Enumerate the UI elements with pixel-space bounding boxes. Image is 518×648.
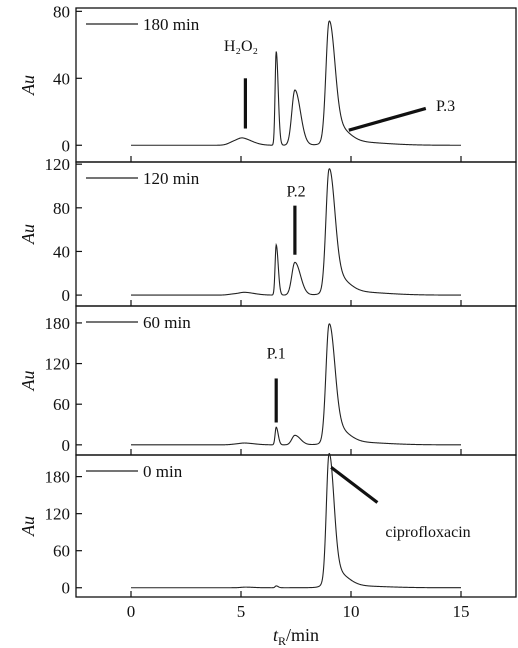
y-axis-label: Au <box>18 75 38 96</box>
panel-frame <box>75 454 517 598</box>
panel-0: 0 40 80 Au 180 min H₂O₂ P.3 <box>18 2 517 163</box>
y-tick-label: 0 <box>62 286 71 305</box>
chromatogram-trace <box>131 168 461 296</box>
annotation-label: P.1 <box>267 346 286 363</box>
panel-frame <box>75 305 517 456</box>
y-tick-label: 60 <box>53 542 70 561</box>
y-tick-label: 0 <box>62 436 71 455</box>
chromatogram-trace <box>131 323 461 446</box>
y-tick-label: 40 <box>53 69 70 88</box>
x-axis-label: tR/min <box>273 625 319 648</box>
annotation-line <box>330 466 379 504</box>
panel-3: 0 60 120 180 Au 0 min ciprofloxacin <box>18 452 517 598</box>
y-tick-label: 0 <box>62 136 71 155</box>
y-tick-label: 80 <box>53 2 70 21</box>
annotation-label: P.2 <box>286 183 305 200</box>
y-tick-label: 40 <box>53 242 70 261</box>
annotation-label: ciprofloxacin <box>385 524 470 541</box>
legend-label: 120 min <box>143 169 200 188</box>
x-tick-label: 10 <box>343 602 360 621</box>
y-tick-label: 180 <box>45 314 71 333</box>
y-axis-label: Au <box>18 371 38 392</box>
y-tick-label: 120 <box>45 505 71 524</box>
annotation-label: H₂O₂ <box>224 38 258 55</box>
annotation-label: P.3 <box>436 98 455 115</box>
panel-frame <box>75 7 517 163</box>
x-tick-label: 0 <box>127 602 136 621</box>
y-tick-label: 80 <box>53 199 70 218</box>
legend-label: 0 min <box>143 462 183 481</box>
y-tick-label: 180 <box>45 468 71 487</box>
panel-2: 0 60 120 180 Au 60 min P.1 <box>18 305 517 456</box>
y-axis-label: Au <box>18 224 38 245</box>
chromatogram-trace <box>131 452 461 589</box>
legend-label: 180 min <box>143 15 200 34</box>
panel-1: 0 40 80 120 Au 120 min P.2 <box>18 155 517 307</box>
x-tick-label: 15 <box>453 602 470 621</box>
y-tick-label: 0 <box>62 579 71 598</box>
y-tick-label: 120 <box>45 355 71 374</box>
chromatogram-trace <box>131 20 461 146</box>
y-tick-label: 120 <box>45 155 71 174</box>
y-tick-label: 60 <box>53 395 70 414</box>
legend-label: 60 min <box>143 313 191 332</box>
annotation-line <box>348 106 427 132</box>
y-axis-label: Au <box>18 516 38 537</box>
x-tick-label: 5 <box>237 602 246 621</box>
